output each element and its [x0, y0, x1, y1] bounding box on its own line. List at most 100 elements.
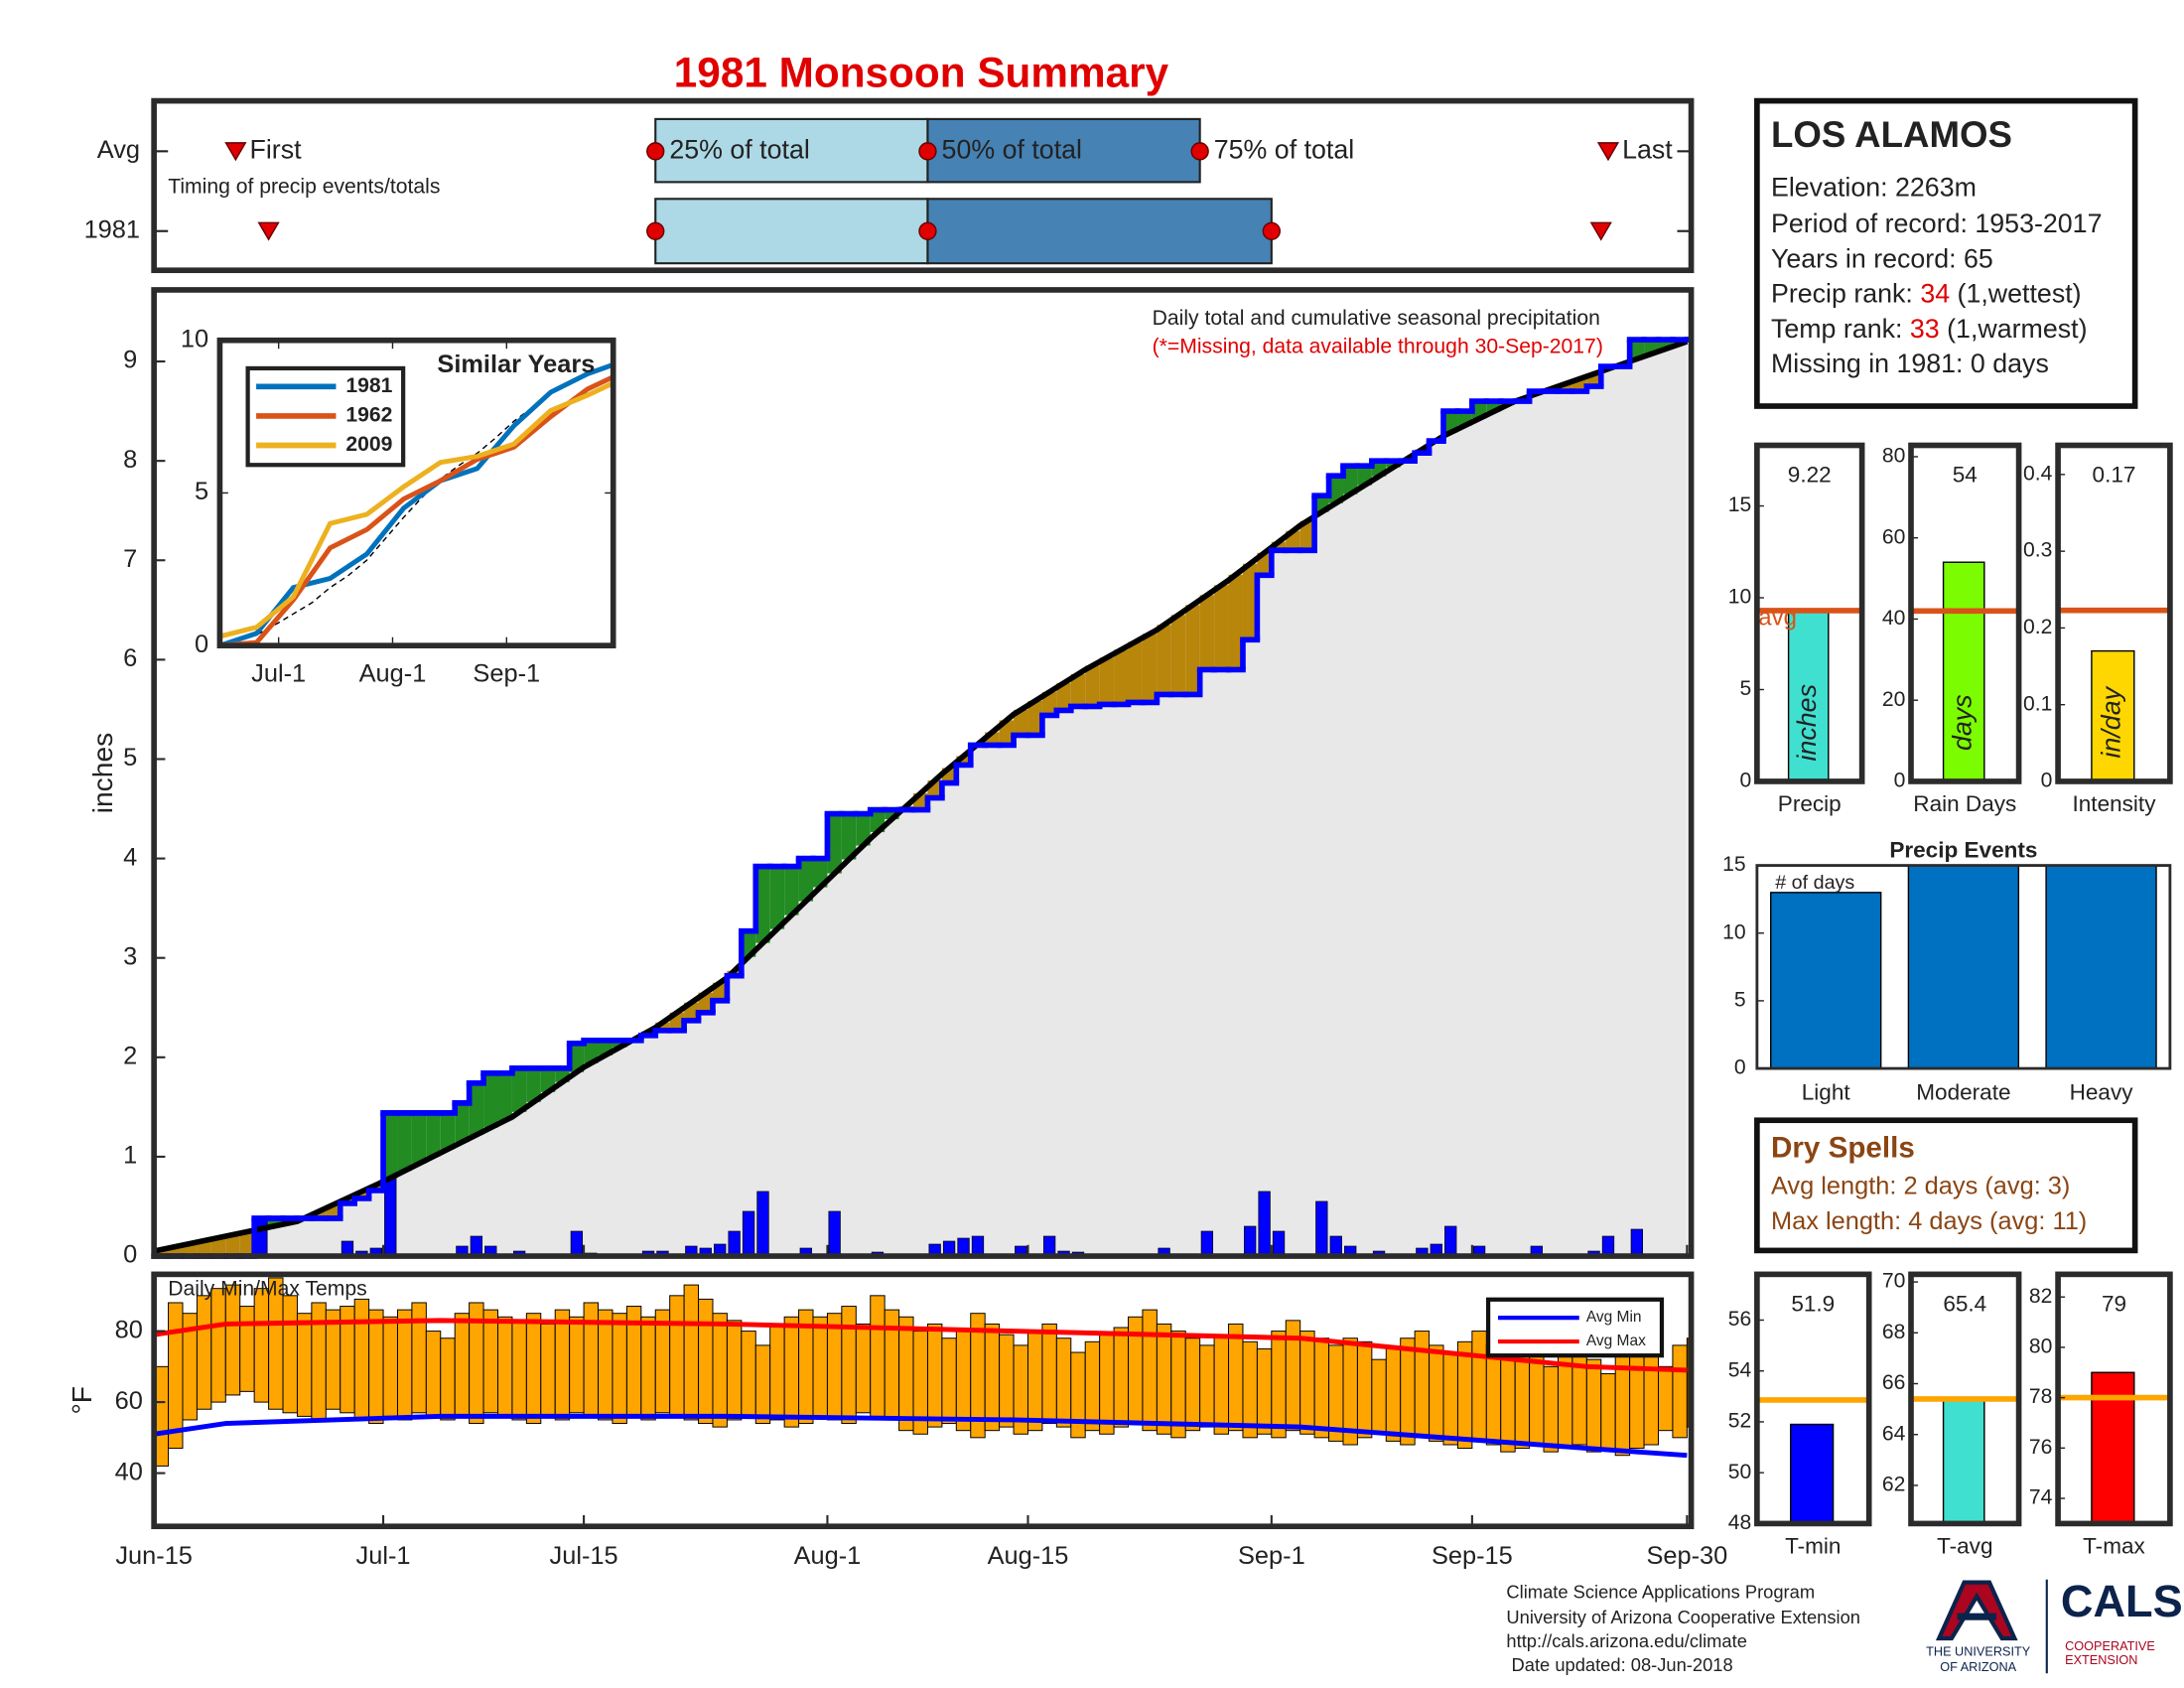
- departure-fill: [311, 1210, 327, 1218]
- inset-line: [218, 362, 614, 648]
- mini-y-tick-label: 80: [1882, 445, 1906, 468]
- temp-bar: [999, 1334, 1015, 1428]
- legend-box: [1485, 1297, 1665, 1358]
- departure-fill: [856, 813, 871, 846]
- temp-bar: [1442, 1351, 1458, 1446]
- temp-bar: [1313, 1337, 1330, 1439]
- departure-fill: [1142, 633, 1158, 703]
- mini-y-tick-label: 0.1: [2023, 692, 2052, 715]
- axes-frame: [151, 287, 1695, 1259]
- temp-rank-label: Temp rank:: [1771, 314, 1910, 344]
- timing-marker-label: 25% of total: [669, 134, 809, 164]
- mini-y-tick-label: 0.3: [2023, 539, 2052, 562]
- y-tick-label: 15: [1722, 853, 1746, 876]
- temp-bar: [253, 1288, 270, 1403]
- departure-fill: [1658, 340, 1673, 350]
- daily-bar: [1272, 1230, 1286, 1257]
- ua-logo-bar: [1957, 1613, 1997, 1620]
- departure-fill: [497, 1072, 512, 1121]
- daily-bar: [1329, 1235, 1342, 1257]
- mini-y-tick-label: 78: [2029, 1385, 2053, 1408]
- mini-bar: [1942, 1398, 1985, 1525]
- precip-rank: Precip rank: 34 (1,wettest): [1771, 279, 2082, 309]
- mini-y-tick-label: 68: [1882, 1321, 1906, 1343]
- temp-bar: [1400, 1337, 1416, 1446]
- mini-y-tick-label: 0: [2041, 770, 2053, 792]
- departure-fill: [168, 1246, 183, 1257]
- temp-bar: [1456, 1340, 1473, 1450]
- temp-bar: [239, 1306, 255, 1392]
- temp-bar: [396, 1309, 413, 1421]
- temp-bar: [1099, 1334, 1115, 1435]
- mini-category-label: Rain Days: [1913, 791, 2016, 816]
- departure-fill: [383, 1112, 398, 1179]
- x-tick-label: Heavy: [2070, 1079, 2134, 1104]
- temp-bar: [955, 1331, 972, 1432]
- timing-dot: [1190, 142, 1209, 161]
- temp-bar: [1084, 1340, 1101, 1432]
- mini-category-label: T-avg: [1937, 1533, 1992, 1558]
- mini-y-tick-label: 10: [1728, 586, 1752, 609]
- mini-y-tick-label: 76: [2029, 1436, 2053, 1459]
- temp-bar: [812, 1316, 828, 1417]
- inset-x-tick-label: Sep-1: [473, 659, 540, 687]
- y-tick-label: 2: [123, 1043, 137, 1070]
- temp-bar: [282, 1295, 298, 1414]
- value-label: 54: [1953, 462, 1978, 487]
- departure-fill: [1099, 657, 1115, 705]
- x-tick-label: Aug-1: [794, 1542, 862, 1570]
- temp-bar: [540, 1323, 556, 1417]
- departure-fill: [798, 858, 814, 902]
- y-tick-label: 0: [123, 1241, 137, 1269]
- daily-bar: [971, 1235, 985, 1257]
- temp-bar: [870, 1295, 886, 1417]
- temp-bar: [669, 1295, 685, 1417]
- ua-text: THE UNIVERSITY: [1926, 1645, 2031, 1659]
- mini-y-tick-label: 48: [1728, 1511, 1752, 1534]
- mini-y-tick-label: 52: [1728, 1410, 1752, 1433]
- inset-line: [218, 380, 614, 639]
- temp-bar: [1156, 1323, 1172, 1435]
- departure-fill: [411, 1112, 427, 1164]
- mini-y-tick-label: 40: [1882, 607, 1906, 630]
- temp-bar: [1629, 1344, 1645, 1450]
- departure-fill: [1228, 574, 1243, 670]
- inset-x-tick-label: Jul-1: [251, 659, 306, 687]
- departure-fill: [469, 1082, 484, 1135]
- temp-bar: [368, 1309, 384, 1425]
- value-label: 9.22: [1788, 462, 1832, 487]
- cals-sub: COOPERATIVE: [2065, 1639, 2155, 1653]
- departure-fill: [769, 866, 785, 929]
- daily-bar: [570, 1230, 584, 1257]
- x-tick-label: Light: [1802, 1079, 1851, 1104]
- temp-bar: [497, 1316, 513, 1417]
- departure-fill: [1157, 625, 1171, 695]
- inset-y-tick-label: 5: [195, 478, 208, 505]
- x-tick-label: Sep-1: [1238, 1542, 1305, 1570]
- y-axis-label: °F: [66, 1386, 97, 1415]
- mini-bar: [1942, 561, 1985, 782]
- timing-dot: [918, 221, 937, 240]
- departure-fill: [755, 866, 770, 943]
- axes-frame: [1754, 442, 1865, 784]
- temp-bar: [1041, 1323, 1057, 1425]
- y-axis-label: inches: [86, 733, 118, 813]
- temps-title: Daily Min/Max Temps: [168, 1277, 367, 1300]
- temp-bar: [511, 1320, 527, 1421]
- temp-bar: [1414, 1331, 1431, 1439]
- inset-y-tick-label: 0: [195, 631, 208, 658]
- unit-label: inches: [1792, 684, 1822, 761]
- departure-fill: [1114, 649, 1129, 705]
- x-tick-label: Jul-1: [356, 1542, 411, 1570]
- temp-bar: [926, 1323, 943, 1428]
- temp-bar: [612, 1313, 627, 1425]
- temp-bar: [898, 1316, 914, 1432]
- temp-avg-line: [153, 1318, 1688, 1373]
- temp-bar: [841, 1306, 857, 1425]
- daily-bar: [384, 1178, 397, 1257]
- ua-text: OF ARIZONA: [1940, 1660, 2016, 1674]
- y-tick-label: 5: [123, 744, 137, 772]
- departure-fill: [197, 1240, 211, 1257]
- y-tick-label: 6: [123, 644, 137, 672]
- temp-bar: [1113, 1327, 1130, 1428]
